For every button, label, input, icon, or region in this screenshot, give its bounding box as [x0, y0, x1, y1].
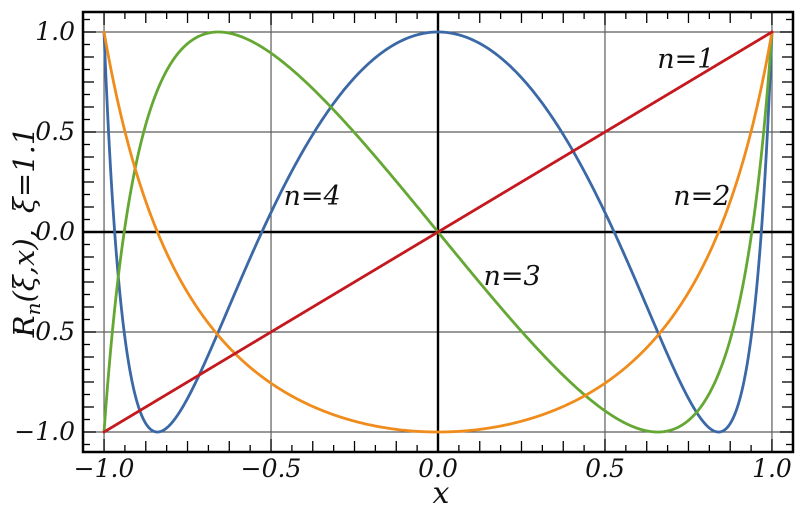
y-axis-label-part: R	[7, 315, 41, 338]
y-axis-label-part: n	[21, 303, 45, 316]
x-tick-label: 1.0	[752, 454, 792, 483]
curve-n=4	[102, 30, 774, 434]
y-axis-label: Rn(ξ,x), ξ=1.1	[7, 127, 45, 339]
y-tick-label: 0.0	[35, 217, 75, 246]
curves	[102, 30, 774, 434]
y-tick-label: −1.0	[14, 417, 75, 446]
curve-n=1	[102, 30, 774, 434]
y-axis-label-text: Rn(ξ,x), ξ=1.1	[7, 127, 45, 339]
annotation-n=3: n=3	[484, 261, 541, 292]
y-axis-label-part: ξ=1.1	[7, 127, 41, 213]
plot-frame-and-ticks	[81, 10, 795, 454]
annotation-n=4: n=4	[283, 181, 340, 212]
y-axis-label-part: (ξ,x),	[7, 229, 41, 302]
curve-n=2	[102, 30, 774, 434]
x-axis-label: x	[433, 476, 450, 511]
x-tick-label: 0.5	[585, 454, 625, 483]
x-tick-label: −0.5	[241, 454, 302, 483]
y-tick-label: −0.5	[14, 317, 75, 346]
y-tick-label: 0.5	[35, 117, 75, 146]
x-tick-label: −1.0	[74, 454, 135, 483]
annotation-n=1: n=1	[657, 44, 714, 75]
curve-annotations: n=1 n=2 n=3 n=4	[283, 44, 730, 292]
x-tick-label: 0.0	[418, 454, 458, 483]
y-tick-label: 1.0	[35, 17, 75, 46]
annotation-n=2: n=2	[673, 181, 730, 212]
tick-labels: −1.0 −0.5 0.0 0.5 1.0 −1.0 −0.5 0.0 0.5 1.0	[14, 17, 792, 483]
